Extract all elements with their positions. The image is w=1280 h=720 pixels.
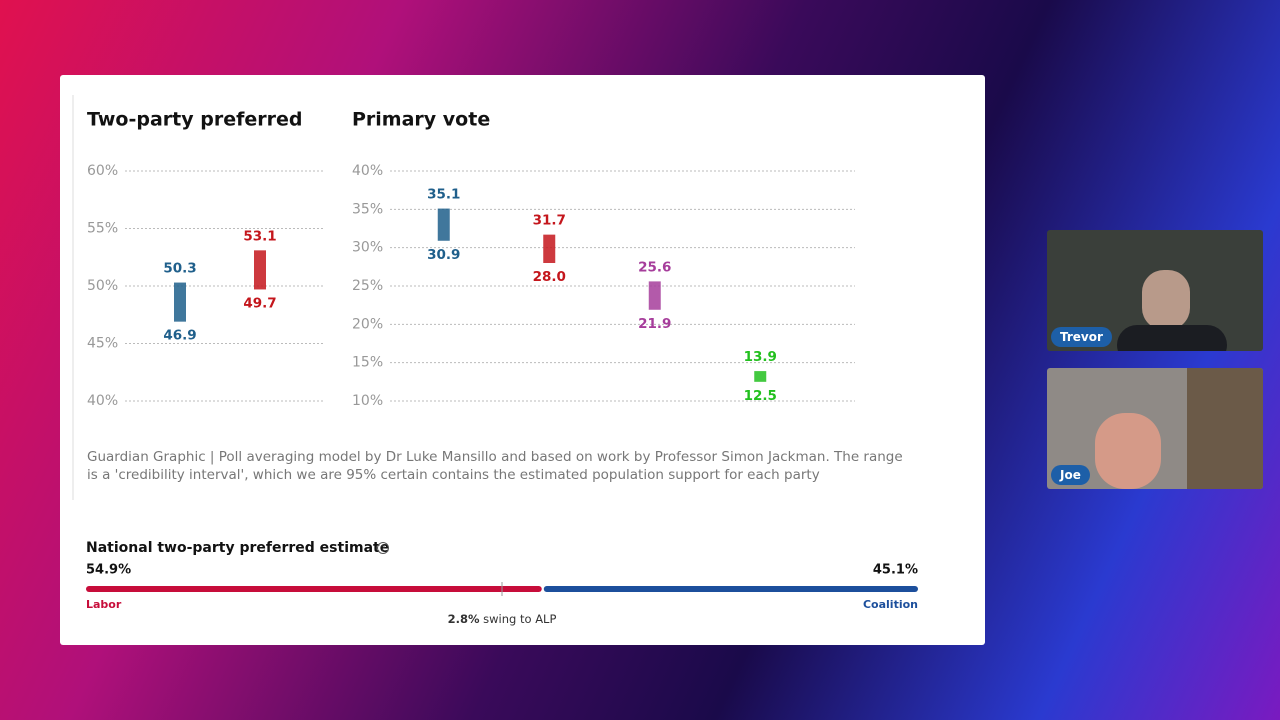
participant-name: Joe: [1051, 465, 1090, 485]
estimate-title: National two-party preferred estimate: [86, 540, 389, 556]
left-name: Labor: [86, 598, 122, 611]
range-bar: [754, 371, 767, 382]
range-bar: [254, 250, 266, 290]
range-bar: [543, 234, 556, 263]
chart-title: Two-party preferred: [87, 109, 302, 131]
swing-value: 2.8%: [448, 612, 480, 626]
body: [1117, 325, 1227, 351]
info-icon[interactable]: [377, 542, 389, 554]
y-tick-label: 45%: [87, 336, 118, 352]
y-tick-label: 30%: [352, 240, 383, 256]
y-tick-label: 40%: [87, 393, 118, 409]
card: [60, 75, 985, 645]
right-bar: [543, 586, 918, 592]
high-label: 35.1: [427, 187, 460, 203]
webcam: Trevor: [1047, 230, 1263, 351]
swing: 2.8% swing to ALP: [448, 612, 557, 626]
left-bar: [86, 586, 542, 592]
low-label: 49.7: [243, 295, 276, 311]
y-tick-label: 25%: [352, 278, 383, 294]
swing-text: swing to ALP: [483, 612, 556, 626]
low-label: 12.5: [744, 388, 777, 404]
range-bar: [174, 282, 186, 322]
left-value: 54.9%: [86, 563, 131, 578]
y-tick-label: 50%: [87, 278, 118, 294]
info-icon-mark: ?: [381, 545, 385, 554]
chart-title: Primary vote: [352, 109, 490, 131]
high-label: 13.9: [744, 349, 777, 365]
high-label: 50.3: [163, 261, 196, 277]
face: [1095, 413, 1161, 489]
high-label: 25.6: [638, 259, 671, 275]
right-value: 45.1%: [873, 563, 918, 578]
y-tick-label: 40%: [352, 163, 383, 179]
low-label: 21.9: [638, 316, 671, 332]
low-label: 30.9: [427, 247, 460, 263]
y-tick-label: 35%: [352, 201, 383, 217]
y-tick-label: 20%: [352, 316, 383, 332]
right-name: Coalition: [863, 598, 918, 611]
y-tick-label: 15%: [352, 355, 383, 371]
low-label: 46.9: [163, 328, 196, 344]
face: [1142, 270, 1190, 330]
high-label: 31.7: [533, 213, 566, 229]
range-bar: [437, 208, 450, 241]
curtain: [1187, 368, 1263, 489]
webcam: Joe: [1047, 368, 1263, 489]
caption: Guardian Graphic | Poll averaging model …: [87, 449, 903, 483]
low-label: 28.0: [533, 269, 566, 285]
y-tick-label: 55%: [87, 221, 118, 237]
high-label: 53.1: [243, 228, 276, 244]
range-bar: [648, 281, 661, 310]
y-tick-label: 10%: [352, 393, 383, 409]
participant-name: Trevor: [1051, 327, 1112, 347]
y-tick-label: 60%: [87, 163, 118, 179]
